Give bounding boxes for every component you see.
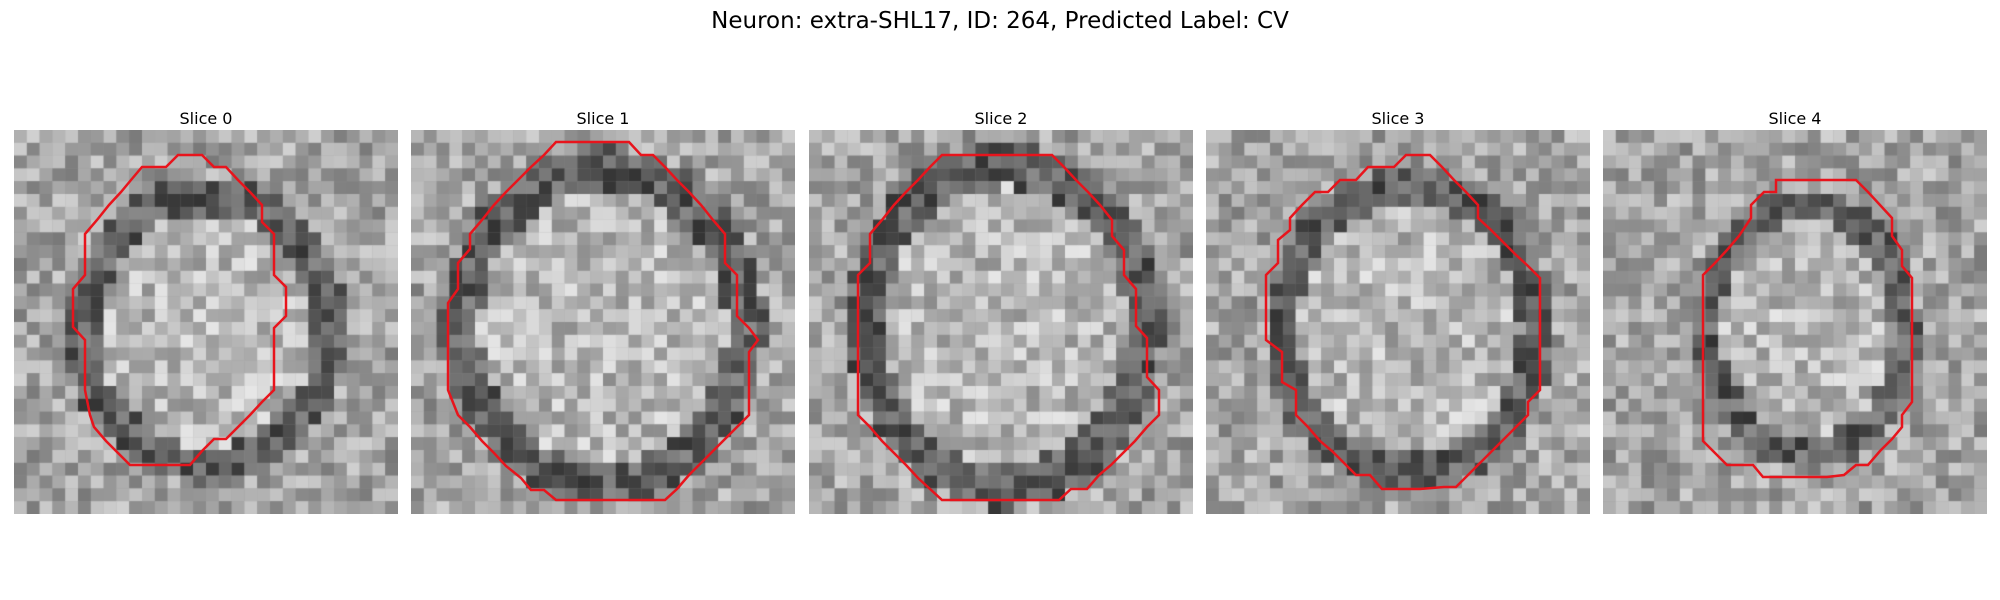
slice-title: Slice 1 — [576, 109, 630, 128]
cell-contour — [1701, 178, 1914, 479]
figure-title: Neuron: extra-SHL17, ID: 264, Predicted … — [711, 8, 1289, 34]
grayscale-microscopy-image — [1206, 130, 1590, 514]
grayscale-microscopy-image — [1603, 130, 1987, 514]
slice-image — [14, 130, 398, 514]
cell-contour-overlay — [1701, 178, 1914, 479]
slice-title: Slice 3 — [1371, 109, 1425, 128]
grayscale-microscopy-image — [14, 130, 398, 514]
cell-contour — [856, 153, 1161, 502]
slice-panel-3: Slice 3 — [1206, 108, 1590, 514]
cell-contour — [446, 140, 760, 502]
slice-title: Slice 2 — [974, 109, 1028, 128]
slice-image — [1206, 130, 1590, 514]
slice-panel-0: Slice 0 — [14, 108, 398, 514]
slice-panel-2: Slice 2 — [809, 108, 1193, 514]
grayscale-microscopy-image — [411, 130, 795, 514]
slice-image — [809, 130, 1193, 514]
slice-title: Slice 4 — [1768, 109, 1822, 128]
cell-contour-overlay — [856, 153, 1161, 502]
grayscale-microscopy-image — [809, 130, 1193, 514]
cell-contour-overlay — [446, 140, 760, 502]
cell-contour — [71, 153, 288, 467]
slice-panel-1: Slice 1 — [411, 108, 795, 514]
slice-image — [411, 130, 795, 514]
cell-contour — [1264, 153, 1542, 491]
slice-title: Slice 0 — [179, 109, 233, 128]
slice-panel-4: Slice 4 — [1603, 108, 1987, 514]
slice-image — [1603, 130, 1987, 514]
cell-contour-overlay — [71, 153, 288, 467]
cell-contour-overlay — [1264, 153, 1542, 491]
